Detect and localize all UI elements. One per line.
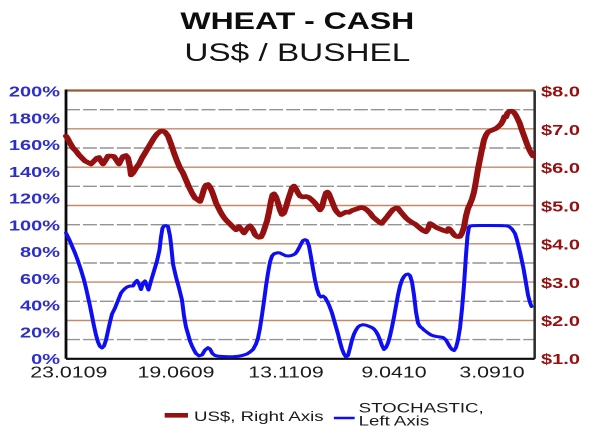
svg-text:100%: 100% [9, 217, 60, 234]
svg-text:$6.0: $6.0 [541, 160, 580, 177]
svg-text:$8.0: $8.0 [541, 83, 580, 100]
svg-text:Left Axis: Left Axis [359, 414, 429, 429]
svg-text:19.0609: 19.0609 [137, 363, 214, 381]
svg-text:US$, Right Axis: US$, Right Axis [194, 409, 324, 424]
svg-text:WHEAT - CASH: WHEAT - CASH [180, 7, 414, 34]
svg-text:140%: 140% [9, 163, 60, 180]
svg-text:200%: 200% [9, 83, 60, 100]
svg-text:13.1109: 13.1109 [248, 363, 323, 381]
svg-text:180%: 180% [9, 110, 60, 127]
svg-text:$4.0: $4.0 [541, 236, 580, 253]
svg-text:20%: 20% [20, 324, 60, 341]
svg-text:$7.0: $7.0 [541, 121, 580, 138]
svg-text:23.0109: 23.0109 [30, 363, 107, 381]
svg-text:160%: 160% [9, 137, 60, 154]
svg-text:$1.0: $1.0 [541, 351, 580, 368]
svg-text:$5.0: $5.0 [541, 198, 580, 215]
svg-text:80%: 80% [20, 244, 60, 261]
svg-text:120%: 120% [9, 190, 60, 207]
svg-text:9.0410: 9.0410 [361, 363, 426, 381]
svg-text:0%: 0% [31, 351, 60, 368]
svg-text:40%: 40% [20, 297, 60, 314]
svg-text:US$ / BUSHEL: US$ / BUSHEL [184, 39, 410, 67]
svg-text:3.0910: 3.0910 [459, 363, 524, 381]
svg-text:$3.0: $3.0 [541, 274, 580, 291]
svg-text:$2.0: $2.0 [541, 312, 580, 329]
svg-text:STOCHASTIC,: STOCHASTIC, [359, 401, 484, 416]
svg-text:60%: 60% [20, 270, 60, 287]
